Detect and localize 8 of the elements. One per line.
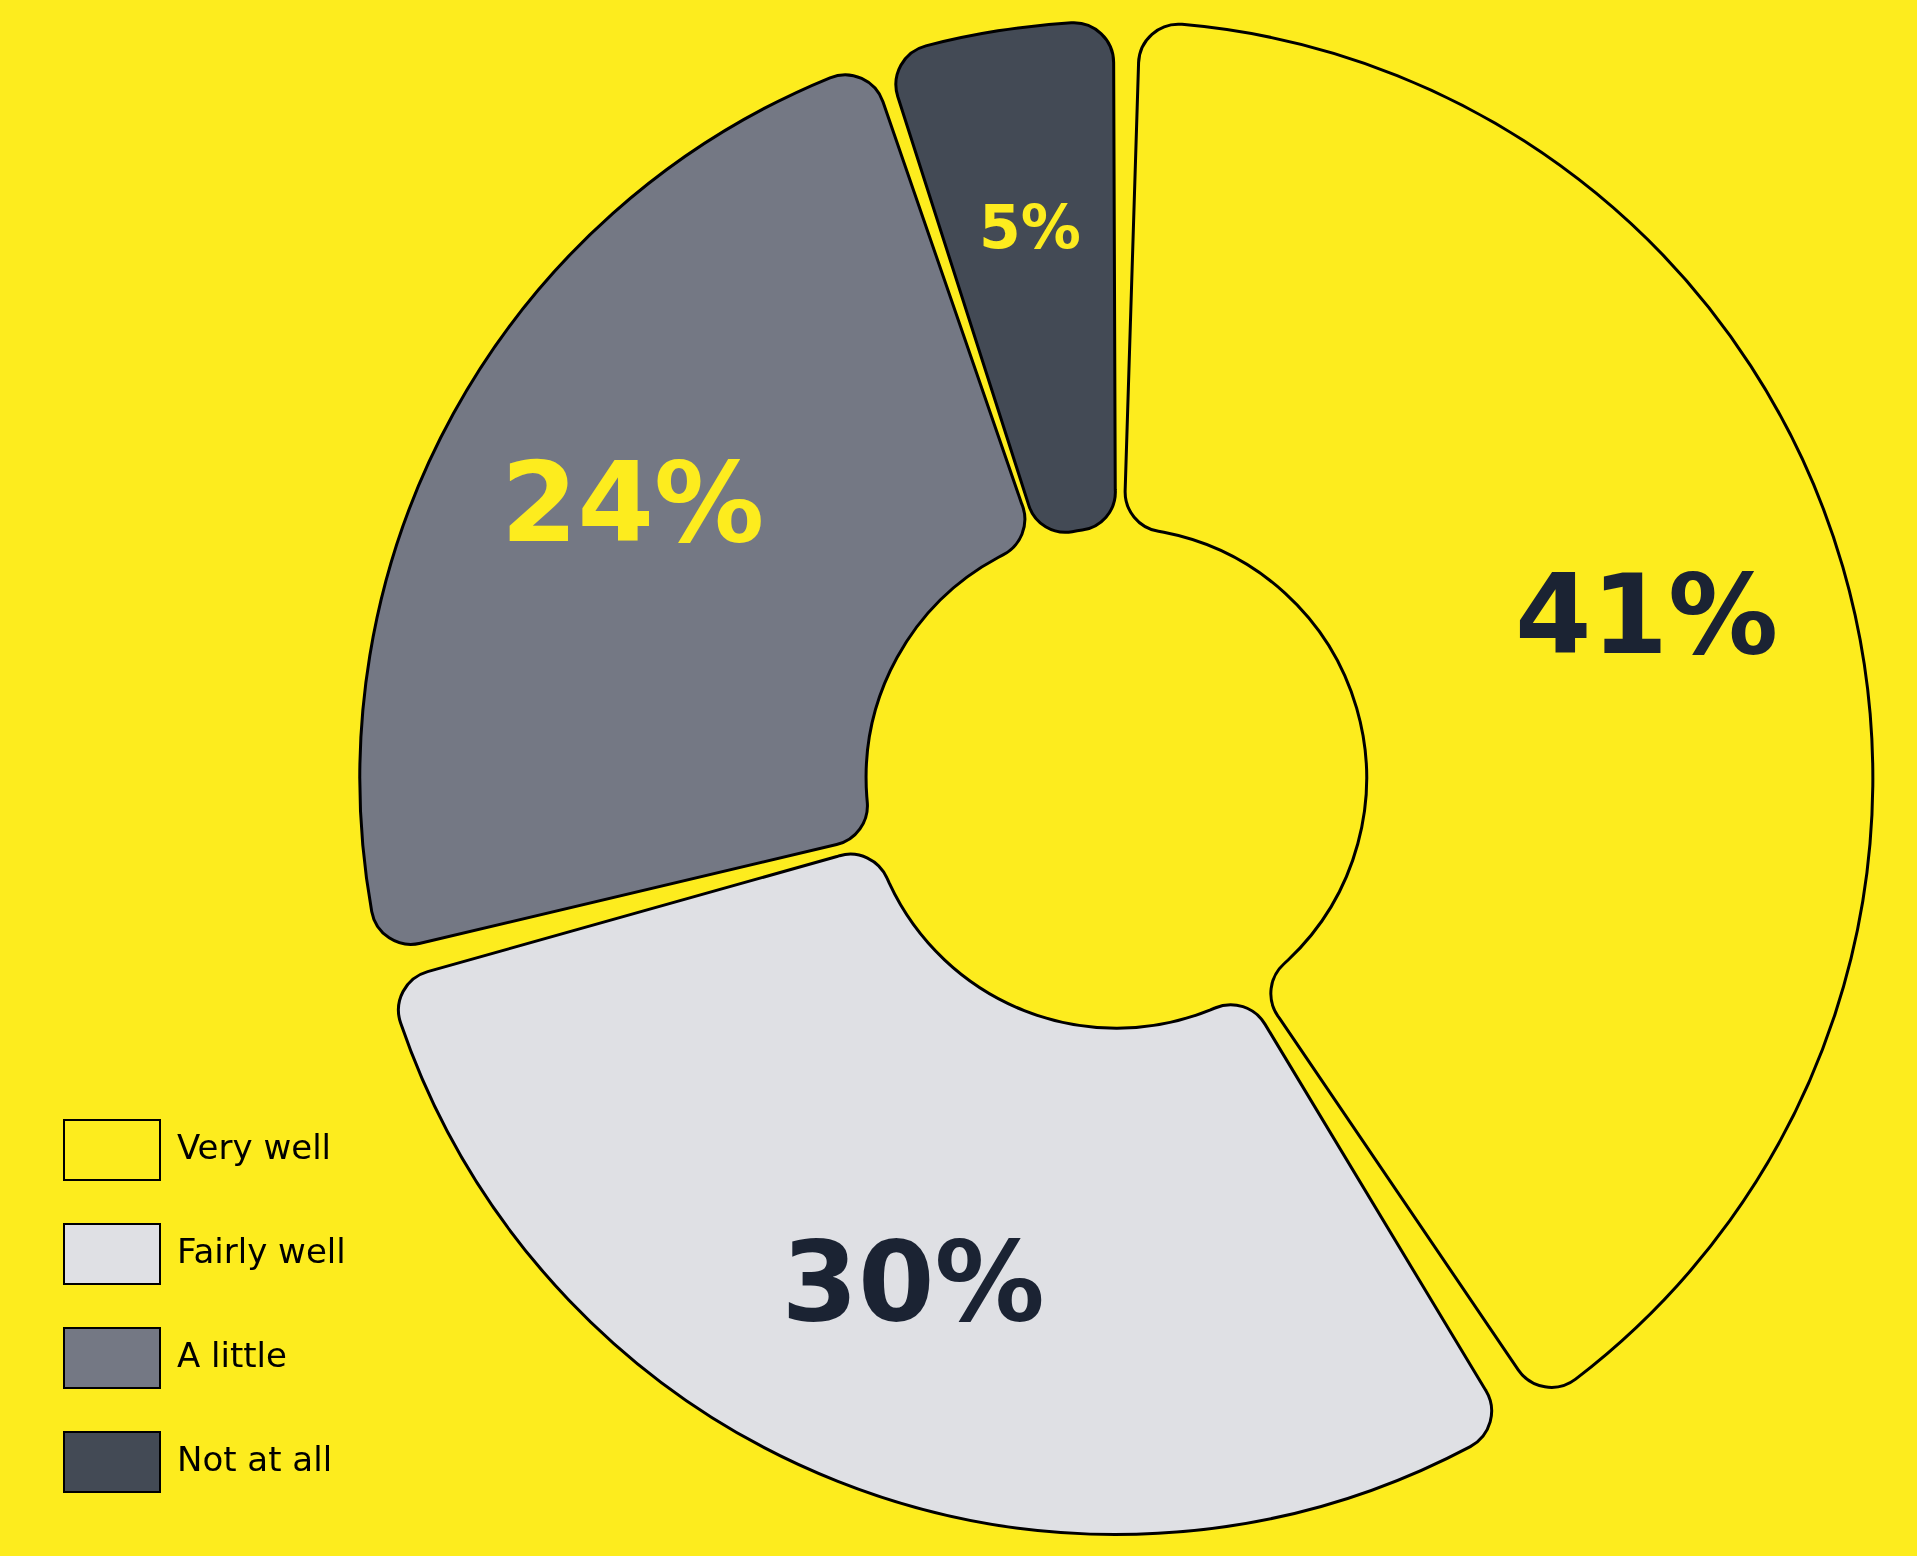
legend-label: Fairly well: [177, 1230, 346, 1271]
data-label: 24%: [500, 438, 765, 567]
legend-label: A little: [177, 1334, 287, 1375]
legend-label: Not at all: [177, 1438, 333, 1479]
data-label: 41%: [1514, 550, 1779, 679]
data-label: 30%: [781, 1217, 1045, 1346]
data-label: 5%: [979, 192, 1081, 263]
legend-label: Very well: [177, 1126, 332, 1167]
